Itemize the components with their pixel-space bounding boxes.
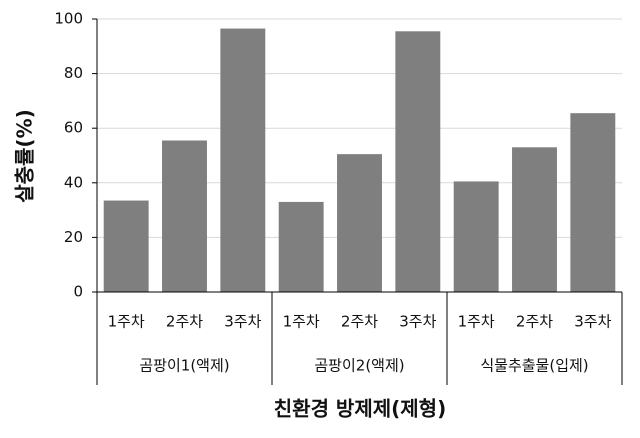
bar [162, 140, 207, 292]
x-tick-label: 1주차 [108, 313, 145, 331]
x-tick-label: 3주차 [399, 313, 436, 331]
x-tick-label: 2주차 [516, 313, 553, 331]
bar [103, 200, 149, 292]
bar [220, 28, 266, 293]
x-tick-label: 2주차 [341, 313, 378, 331]
group-label: 곰팡이2(액제) [314, 357, 404, 375]
y-tick-label: 60 [64, 119, 83, 137]
x-tick-label: 2주차 [166, 313, 203, 331]
x-tick-label: 3주차 [224, 313, 261, 331]
x-axis-title: 친환경 방제제(제형) [274, 397, 446, 421]
y-tick-label: 80 [64, 64, 83, 82]
y-tick-label: 0 [73, 283, 83, 301]
x-tick-label: 3주차 [574, 313, 611, 331]
group-label: 식물추출물(입제) [480, 357, 588, 375]
bar [395, 31, 441, 292]
group-label: 곰팡이1(액제) [139, 357, 229, 375]
bar [278, 201, 324, 292]
y-axis-title: 살충률(%) [13, 109, 37, 203]
bar [337, 154, 382, 292]
y-tick-label: 40 [64, 173, 83, 191]
x-tick-label: 1주차 [283, 313, 320, 331]
bar [570, 113, 616, 292]
bar [512, 147, 557, 292]
bar [453, 181, 499, 292]
y-tick-label: 100 [54, 10, 83, 28]
y-tick-label: 20 [64, 228, 83, 246]
x-tick-label: 1주차 [458, 313, 495, 331]
